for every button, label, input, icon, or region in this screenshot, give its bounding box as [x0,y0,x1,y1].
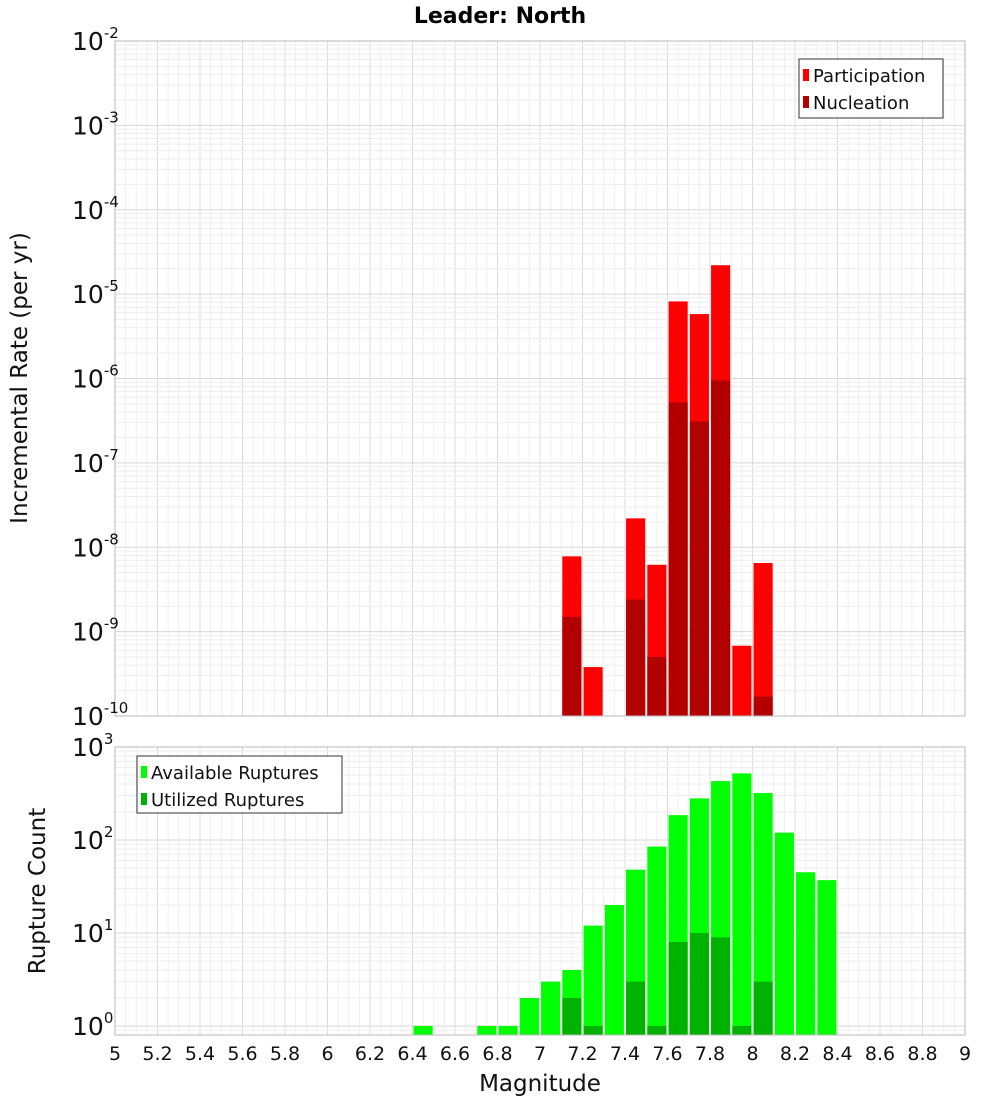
x-tick-label: 7.2 [567,1043,597,1065]
legend-box [798,58,944,119]
x-axis-label: Magnitude [479,1071,601,1097]
bar-available-ruptures [541,981,561,1035]
chart-title: Leader: North [414,4,586,29]
legend-label: Utilized Ruptures [151,790,304,811]
bar-available-ruptures [753,793,773,1035]
bar-available-ruptures [413,1025,433,1035]
x-tick-label: 8.2 [780,1043,810,1065]
bar-participation [732,645,752,716]
bar-available-ruptures [498,1025,518,1035]
bar-available-ruptures [604,904,624,1035]
bar-participation [753,563,773,716]
x-tick-label: 6.4 [397,1043,427,1065]
bar-utilized-ruptures [626,981,646,1035]
legend-label: Nucleation [813,93,909,114]
plot-frame [114,746,966,1036]
bar-utilized-ruptures [732,1025,752,1035]
bar-utilized-ruptures [647,1025,667,1035]
x-tick-label: 6.6 [440,1043,470,1065]
legend: Available Ruptures Utilized Ruptures [136,755,343,814]
legend-swatch [141,793,147,805]
bar-nucleation [689,421,709,716]
y-tick-label: 10-7 [72,446,119,478]
y-tick-label: 10-9 [72,615,119,647]
x-tick-label: 8 [746,1043,758,1065]
x-tick-label: 7.8 [695,1043,725,1065]
bar-nucleation [626,599,646,716]
x-tick-label: 5.8 [270,1043,300,1065]
bar-available-ruptures [817,880,837,1035]
x-tick-label: 8.6 [865,1043,895,1065]
plot-frame [114,40,966,717]
bar-utilized-ruptures [689,932,709,1035]
x-tick-label: 8.4 [822,1043,852,1065]
bottom-y-axis-label: Rupture Count [25,808,51,974]
x-tick-label: 6.2 [355,1043,385,1065]
panel-rate: 10-2 10-3 10-4 10-5 10-6 10-7 10-8 10-9 10-10 Par… [72,24,966,731]
y-tick-label: 10-2 [72,24,119,56]
bar-nucleation [647,657,667,716]
bar-utilized-ruptures [753,981,773,1035]
y-tick-label: 10-10 [72,699,128,731]
y-tick-label: 100 [72,1009,113,1041]
legend-label: Participation [813,66,925,87]
y-tick-label: 10-5 [72,277,119,309]
legend: Participation Nucleation [798,58,944,119]
bar-nucleation [562,616,582,716]
bar-nucleation [711,380,731,716]
x-tick-label: 9 [959,1043,971,1065]
bar-utilized-ruptures [711,937,731,1035]
bar-utilized-ruptures [583,1025,603,1035]
x-tick-label: 5.6 [227,1043,257,1065]
y-tick-label: 10-4 [72,193,119,225]
top-y-axis-label: Incremental Rate (per yr) [7,232,33,524]
bar-nucleation [753,696,773,716]
legend-swatch [803,69,809,81]
bar-utilized-ruptures [562,997,582,1035]
bar-available-ruptures [583,925,603,1035]
x-tick-label: 7.6 [652,1043,682,1065]
bar-available-ruptures [796,872,816,1035]
bar-nucleation [668,402,688,716]
legend-label: Available Ruptures [151,763,319,784]
bar-available-ruptures [477,1025,497,1035]
y-tick-label: 103 [72,730,113,762]
legend-box [136,755,343,814]
legend-swatch [803,96,809,108]
x-tick-label: 6 [321,1043,333,1065]
x-tick-label: 5 [109,1043,121,1065]
x-tick-label: 8.8 [907,1043,937,1065]
bar-participation [583,667,603,716]
bar-available-ruptures [732,773,752,1035]
x-tick-label: 5.4 [185,1043,215,1065]
bar-available-ruptures [774,832,794,1035]
y-tick-label: 101 [72,916,113,948]
bar-available-ruptures [519,997,539,1035]
x-tick-label: 5.2 [142,1043,172,1065]
y-tick-label: 10-8 [72,530,119,562]
y-tick-label: 10-6 [72,362,119,394]
bar-utilized-ruptures [668,942,688,1035]
bar-available-ruptures [647,846,667,1035]
x-tick-label: 7 [534,1043,546,1065]
y-tick-label: 102 [72,823,113,855]
legend-swatch [141,766,147,778]
x-tick-label: 6.8 [482,1043,512,1065]
y-tick-label: 10-3 [72,108,119,140]
x-tick-label: 7.4 [610,1043,640,1065]
